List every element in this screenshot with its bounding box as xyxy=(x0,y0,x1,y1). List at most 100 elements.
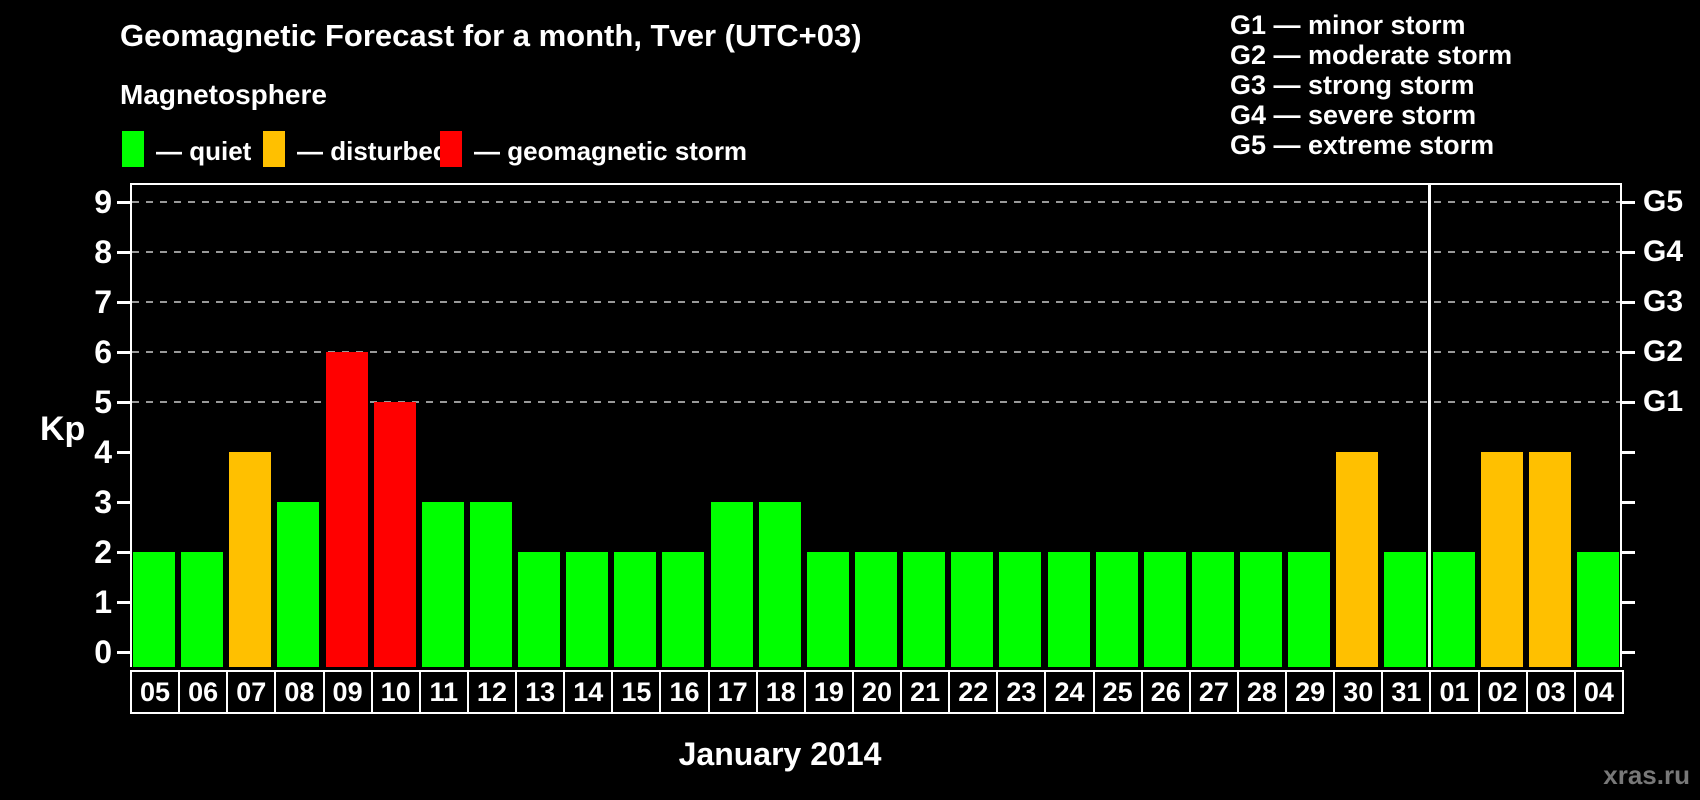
bar-10 xyxy=(373,402,416,667)
date-cell-06: 06 xyxy=(178,670,229,714)
bar-18 xyxy=(758,502,801,667)
right-tick-2 xyxy=(1622,551,1635,554)
quiet-legend-label: — quiet xyxy=(156,136,252,166)
bar-30 xyxy=(1336,452,1379,667)
storm-scale-legend: G1 — minor storm G2 — moderate storm G3 — … xyxy=(1230,10,1512,160)
right-tick-7 xyxy=(1622,301,1635,304)
date-cell-07: 07 xyxy=(226,670,277,714)
date-cell-03: 03 xyxy=(1525,670,1576,714)
date-cell-21: 21 xyxy=(900,670,951,714)
date-cell-27: 27 xyxy=(1188,670,1239,714)
date-cell-25: 25 xyxy=(1092,670,1143,714)
bar-23 xyxy=(999,552,1042,667)
storm-legend-label: — geomagnetic storm xyxy=(474,136,748,166)
date-cell-18: 18 xyxy=(755,670,806,714)
y-tick-label-3: 3 xyxy=(94,484,112,520)
quiet-legend-swatch xyxy=(122,131,144,167)
date-cell-04: 04 xyxy=(1573,670,1624,714)
date-cell-24: 24 xyxy=(1044,670,1095,714)
x-axis-title: January 2014 xyxy=(678,736,882,772)
date-cell-26: 26 xyxy=(1140,670,1191,714)
right-tick-4 xyxy=(1622,451,1635,454)
bar-24 xyxy=(1047,552,1090,667)
y-tick-label-8: 8 xyxy=(94,234,112,270)
date-cell-13: 13 xyxy=(515,670,566,714)
bar-05 xyxy=(133,552,176,667)
bar-26 xyxy=(1143,552,1186,667)
chart-title: Geomagnetic Forecast for a month, Tver (… xyxy=(120,18,862,53)
gridline-kp6 xyxy=(132,351,1620,353)
date-cell-12: 12 xyxy=(466,670,518,714)
gridline-kp7 xyxy=(132,301,1620,303)
left-tick-7 xyxy=(117,301,130,304)
disturbed-legend-label: — disturbed xyxy=(297,136,449,166)
month-separator-line xyxy=(1427,183,1431,667)
g-scale-label-G1: G1 xyxy=(1643,385,1684,418)
y-tick-label-5: 5 xyxy=(94,384,112,420)
bar-04 xyxy=(1576,552,1619,667)
date-cell-05: 05 xyxy=(130,670,181,714)
bar-01 xyxy=(1432,552,1475,667)
bar-22 xyxy=(951,552,994,667)
date-cell-30: 30 xyxy=(1333,670,1384,714)
bar-06 xyxy=(181,552,224,667)
right-tick-5 xyxy=(1622,401,1635,404)
date-cell-02: 02 xyxy=(1477,670,1528,714)
magnetosphere-label: Magnetosphere xyxy=(120,79,327,110)
date-cell-10: 10 xyxy=(370,670,421,714)
bar-15 xyxy=(614,552,657,667)
storm-scale-item: G1 — minor storm xyxy=(1230,10,1466,40)
left-tick-3 xyxy=(117,501,130,504)
right-tick-0 xyxy=(1622,651,1635,654)
bar-11 xyxy=(421,502,464,667)
storm-scale-item: G4 — severe storm xyxy=(1230,100,1477,130)
left-tick-8 xyxy=(117,251,130,254)
y-tick-label-4: 4 xyxy=(94,434,112,470)
bar-14 xyxy=(566,552,609,667)
left-tick-6 xyxy=(117,351,130,354)
bar-29 xyxy=(1288,552,1331,667)
left-tick-9 xyxy=(117,201,130,204)
date-cell-20: 20 xyxy=(851,670,903,714)
y-tick-label-9: 9 xyxy=(94,184,112,220)
date-cell-29: 29 xyxy=(1285,670,1336,714)
date-cell-01: 01 xyxy=(1429,670,1480,714)
bar-31 xyxy=(1384,552,1427,667)
right-tick-3 xyxy=(1622,501,1635,504)
right-tick-1 xyxy=(1622,601,1635,604)
plot-area xyxy=(130,183,1622,667)
gridline-kp9 xyxy=(132,201,1620,203)
watermark: xras.ru xyxy=(1603,760,1690,790)
date-cell-28: 28 xyxy=(1236,670,1288,714)
date-cell-23: 23 xyxy=(996,670,1047,714)
bar-20 xyxy=(855,552,897,667)
date-cell-31: 31 xyxy=(1381,670,1432,714)
right-tick-9 xyxy=(1622,201,1635,204)
left-tick-1 xyxy=(117,601,130,604)
bar-02 xyxy=(1480,452,1523,667)
date-cell-17: 17 xyxy=(707,670,758,714)
bar-19 xyxy=(806,552,849,667)
y-tick-label-1: 1 xyxy=(94,584,112,620)
bar-25 xyxy=(1095,552,1138,667)
bar-21 xyxy=(903,552,946,667)
g-scale-label-G4: G4 xyxy=(1643,235,1684,268)
bar-28 xyxy=(1240,552,1283,667)
storm-scale-item: G2 — moderate storm xyxy=(1230,40,1513,70)
gridline-kp8 xyxy=(132,251,1620,253)
storm-scale-item: G3 — strong storm xyxy=(1230,70,1475,100)
date-cell-19: 19 xyxy=(803,670,854,714)
bar-27 xyxy=(1191,552,1234,667)
left-tick-4 xyxy=(117,451,130,454)
gridline-kp5 xyxy=(132,401,1620,403)
bar-09 xyxy=(325,352,368,667)
bar-17 xyxy=(710,502,753,667)
left-tick-0 xyxy=(117,651,130,654)
g-scale-label-G3: G3 xyxy=(1643,285,1684,318)
date-cell-15: 15 xyxy=(611,670,662,714)
bar-07 xyxy=(229,452,272,667)
bar-13 xyxy=(518,552,561,667)
y-axis-title: Kp xyxy=(40,410,86,448)
date-cell-14: 14 xyxy=(563,670,614,714)
